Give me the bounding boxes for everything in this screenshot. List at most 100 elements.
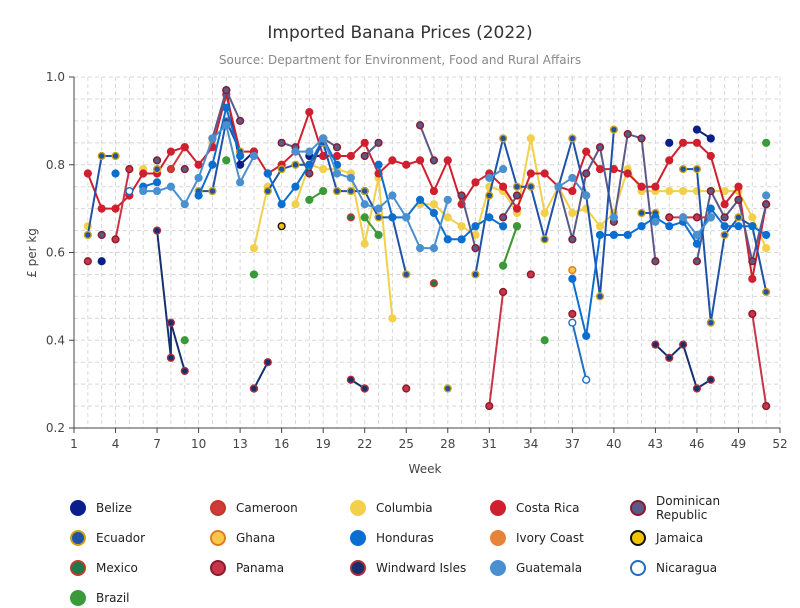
data-point-honduras: [374, 160, 383, 169]
data-point-dominican-republic: [222, 86, 231, 95]
y-tick-label: 0.2: [46, 421, 65, 435]
data-point-dominican-republic: [236, 116, 245, 125]
y-tick-label: 0.6: [46, 246, 65, 260]
legend-label: Guatemala: [516, 561, 583, 575]
legend-swatch: [490, 560, 506, 576]
legend-item-ghana[interactable]: Ghana: [210, 528, 350, 548]
data-point-windward-isles: [678, 340, 688, 349]
data-point-dominican-republic: [637, 134, 646, 143]
legend-item-belize[interactable]: Belize: [70, 498, 210, 518]
legend-label: Honduras: [376, 531, 434, 545]
legend-item-columbia[interactable]: Columbia: [350, 498, 490, 518]
data-point-guatemala: [402, 213, 411, 222]
data-point-columbia: [678, 186, 688, 196]
data-point-honduras: [665, 222, 674, 231]
data-point-costa-rica: [346, 151, 355, 161]
data-point-columbia: [568, 208, 577, 218]
legend-label: Mexico: [96, 561, 138, 575]
legend-item-costa-rica[interactable]: Costa Rica: [490, 498, 630, 518]
series-line-dominican-republic: [502, 194, 518, 218]
series-line-columbia: [294, 163, 394, 319]
y-axis-label: £ per kg: [25, 228, 39, 278]
data-point-guatemala: [332, 169, 342, 178]
data-point-costa-rica: [139, 169, 148, 178]
data-point-windward-isles: [346, 375, 355, 384]
data-point-panama: [762, 401, 771, 411]
data-point-guatemala: [651, 217, 660, 226]
legend-item-jamaica[interactable]: Jamaica: [630, 528, 770, 548]
data-point-honduras: [720, 222, 729, 231]
data-point-costa-rica: [526, 169, 535, 178]
data-point-ecuador: [111, 151, 120, 161]
legend-item-honduras[interactable]: Honduras: [350, 528, 490, 548]
data-point-honduras: [734, 222, 743, 231]
data-point-nicaragua: [568, 318, 577, 327]
data-point-honduras: [305, 160, 314, 169]
x-tick-label: 40: [606, 437, 621, 451]
legend-item-panama[interactable]: Panama: [210, 558, 350, 578]
data-point-dominican-republic: [332, 143, 342, 152]
data-point-costa-rica: [748, 274, 757, 283]
data-point-costa-rica: [388, 156, 397, 165]
data-point-honduras: [748, 222, 757, 231]
data-point-honduras: [236, 151, 245, 161]
data-point-guatemala: [485, 173, 494, 183]
data-point-dominican-republic: [706, 186, 715, 196]
legend-item-cameroon[interactable]: Cameroon: [210, 498, 350, 518]
data-point-costa-rica: [595, 165, 605, 174]
data-point-costa-rica: [429, 186, 439, 196]
legend-item-ivory-coast[interactable]: Ivory Coast: [490, 528, 630, 548]
legend-item-mexico[interactable]: Mexico: [70, 558, 210, 578]
data-point-ecuador: [208, 186, 217, 196]
data-point-windward-isles: [360, 384, 369, 393]
legend-item-dominican-republic[interactable]: Dominican Republic: [630, 494, 770, 522]
legend-label: Costa Rica: [516, 501, 580, 515]
data-point-ecuador: [83, 230, 92, 240]
data-point-ecuador: [609, 125, 618, 134]
legend-swatch: [630, 530, 646, 546]
legend-swatch: [210, 500, 226, 516]
data-point-belize: [692, 125, 702, 134]
series-line-panama: [114, 168, 131, 240]
x-tick-label: 19: [316, 437, 331, 451]
grid-layer: [73, 76, 781, 429]
data-point-guatemala: [374, 204, 383, 213]
data-point-dominican-republic: [762, 200, 771, 209]
data-point-mexico: [429, 279, 439, 288]
legend-item-guatemala[interactable]: Guatemala: [490, 558, 630, 578]
data-point-ecuador: [526, 182, 535, 191]
data-point-costa-rica: [678, 138, 688, 147]
x-tick-label: 37: [565, 437, 580, 451]
legend-item-windward-isles[interactable]: Windward Isles: [350, 558, 490, 578]
legend-item-nicaragua[interactable]: Nicaragua: [630, 558, 770, 578]
legend-item-ecuador[interactable]: Ecuador: [70, 528, 210, 548]
data-point-costa-rica: [111, 204, 120, 213]
data-point-guatemala: [388, 191, 397, 200]
data-point-guatemala: [762, 191, 771, 200]
x-tick-label: 13: [232, 437, 247, 451]
data-point-windward-isles: [706, 375, 715, 384]
legend-label: Ivory Coast: [516, 531, 584, 545]
legend-item-brazil[interactable]: Brazil: [70, 588, 210, 608]
series-line-dominican-republic: [460, 195, 477, 249]
data-point-guatemala: [249, 151, 259, 161]
data-point-honduras: [415, 195, 425, 204]
data-point-panama: [83, 257, 92, 266]
series-line-panama: [488, 291, 505, 407]
data-point-honduras: [471, 222, 480, 231]
data-point-honduras: [443, 235, 452, 244]
series-layer: [83, 86, 771, 411]
data-point-costa-rica: [734, 182, 743, 191]
data-point-costa-rica: [665, 156, 674, 165]
x-tick-label: 10: [191, 437, 206, 451]
legend-label: Cameroon: [236, 501, 298, 515]
data-point-columbia: [457, 222, 466, 231]
data-point-jamaica: [277, 222, 286, 231]
legend-label: Nicaragua: [656, 561, 718, 575]
data-point-guatemala: [305, 147, 314, 156]
data-point-guatemala: [139, 186, 148, 196]
data-point-ecuador: [595, 292, 605, 301]
x-tick-label: 34: [523, 437, 538, 451]
data-point-ecuador: [346, 186, 355, 196]
